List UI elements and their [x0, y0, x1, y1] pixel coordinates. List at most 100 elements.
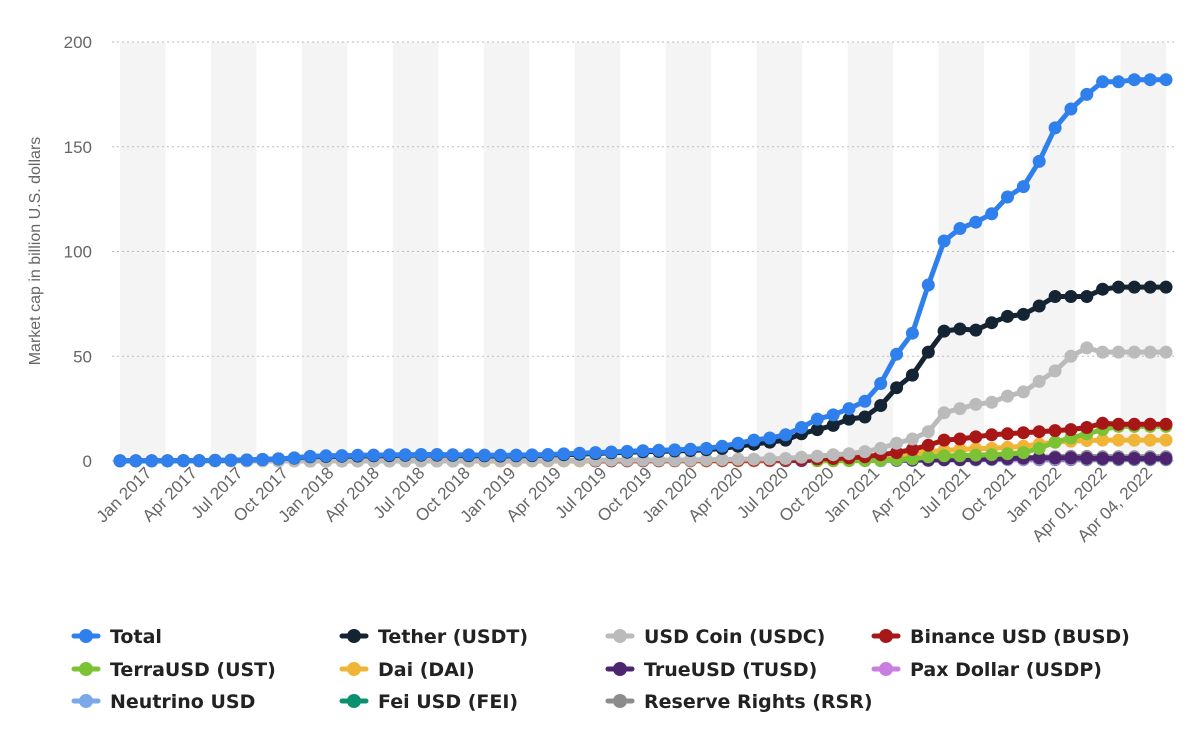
data-point — [652, 443, 666, 457]
data-point — [335, 449, 349, 463]
legend[interactable]: Total Tether (USDT) USD Coin (USDC) Binance… — [71, 626, 1130, 713]
data-point — [1112, 345, 1125, 359]
data-point — [446, 448, 460, 462]
data-point — [985, 207, 999, 221]
data-point — [842, 447, 856, 461]
legend-item[interactable]: Dai (DAI) — [339, 659, 475, 681]
data-point — [1096, 282, 1110, 296]
legend-label: TerraUSD (UST) — [110, 659, 276, 681]
legend-item[interactable]: Reserve Rights (RSR) — [605, 691, 873, 713]
data-point — [1112, 280, 1125, 294]
data-point — [969, 448, 983, 462]
data-point — [874, 377, 888, 390]
data-point — [1001, 427, 1014, 441]
data-point — [604, 445, 618, 459]
data-point — [953, 222, 967, 235]
data-point — [1048, 121, 1062, 135]
data-point — [890, 446, 904, 460]
data-point — [1127, 73, 1141, 87]
data-point — [985, 395, 999, 409]
data-point — [1001, 190, 1014, 204]
legend-item[interactable]: TerraUSD (UST) — [71, 659, 276, 681]
legend-label: Neutrino USD — [110, 691, 255, 713]
data-point — [1048, 424, 1062, 438]
data-point — [937, 324, 951, 338]
data-point — [810, 449, 824, 463]
legend-label: Total — [110, 626, 162, 648]
legend-item[interactable]: Tether (USDT) — [339, 626, 528, 648]
data-point — [937, 449, 951, 463]
data-point — [905, 368, 919, 382]
data-point — [890, 436, 904, 450]
data-point — [779, 452, 793, 465]
series-line — [117, 77, 1169, 464]
legend-item[interactable]: USD Coin (USDC) — [605, 626, 825, 648]
data-point — [1080, 341, 1094, 355]
data-point — [858, 394, 872, 408]
y-tick-label: 0 — [83, 452, 92, 471]
data-point — [1127, 280, 1141, 294]
legend-item[interactable]: Pax Dollar (USDP) — [871, 659, 1102, 681]
data-point — [763, 431, 777, 445]
data-point — [953, 322, 967, 336]
data-point — [985, 428, 999, 442]
data-point — [398, 448, 412, 462]
data-point — [620, 444, 634, 458]
legend-label: USD Coin (USDC) — [644, 626, 825, 648]
data-point — [842, 402, 856, 416]
data-point — [890, 381, 904, 395]
data-point — [1032, 441, 1046, 455]
data-point — [874, 441, 888, 455]
data-point — [747, 433, 761, 447]
data-point — [1143, 345, 1157, 359]
data-point — [1159, 417, 1173, 431]
legend-item[interactable]: TrueUSD (TUSD) — [605, 659, 817, 681]
legend-item[interactable]: Fei USD (FEI) — [339, 691, 518, 713]
legend-label: TrueUSD (TUSD) — [644, 659, 817, 681]
data-point — [1096, 452, 1110, 465]
legend-swatch-marker — [347, 662, 361, 676]
data-point — [1032, 299, 1046, 313]
legend-swatch-marker — [347, 694, 361, 708]
data-point — [1048, 451, 1062, 465]
data-point — [1001, 447, 1014, 461]
data-point — [905, 443, 919, 456]
data-point — [1096, 416, 1110, 430]
data-point — [1159, 73, 1173, 87]
legend-item[interactable]: Neutrino USD — [71, 691, 255, 713]
series-tether-usdt — [113, 280, 1173, 468]
data-point — [145, 454, 159, 468]
data-point — [1159, 345, 1173, 359]
column-band — [301, 42, 348, 461]
data-point — [525, 448, 539, 462]
data-point — [795, 421, 808, 434]
legend-item[interactable]: Total — [71, 626, 162, 648]
data-point — [1032, 451, 1046, 465]
data-point — [699, 453, 713, 467]
y-tick-label: 50 — [73, 347, 92, 366]
data-point — [795, 450, 808, 464]
data-point — [367, 448, 381, 462]
data-point — [684, 442, 697, 456]
data-point — [1143, 280, 1157, 294]
data-point — [747, 452, 761, 466]
legend-item[interactable]: Binance USD (BUSD) — [871, 626, 1130, 648]
data-point — [874, 399, 888, 412]
data-point — [953, 402, 967, 416]
data-point — [810, 423, 824, 437]
data-point — [715, 439, 729, 453]
data-point — [890, 347, 904, 361]
data-point — [573, 446, 587, 460]
data-point — [905, 432, 919, 446]
column-band — [392, 42, 439, 461]
data-point — [303, 449, 317, 463]
legend-swatch-marker — [879, 629, 893, 643]
data-point — [589, 446, 602, 460]
data-point — [1001, 389, 1014, 403]
data-point — [1143, 417, 1157, 431]
data-point — [731, 452, 745, 466]
data-point — [985, 448, 999, 462]
legend-swatch-marker — [79, 694, 93, 708]
legend-swatch-marker — [613, 629, 627, 643]
